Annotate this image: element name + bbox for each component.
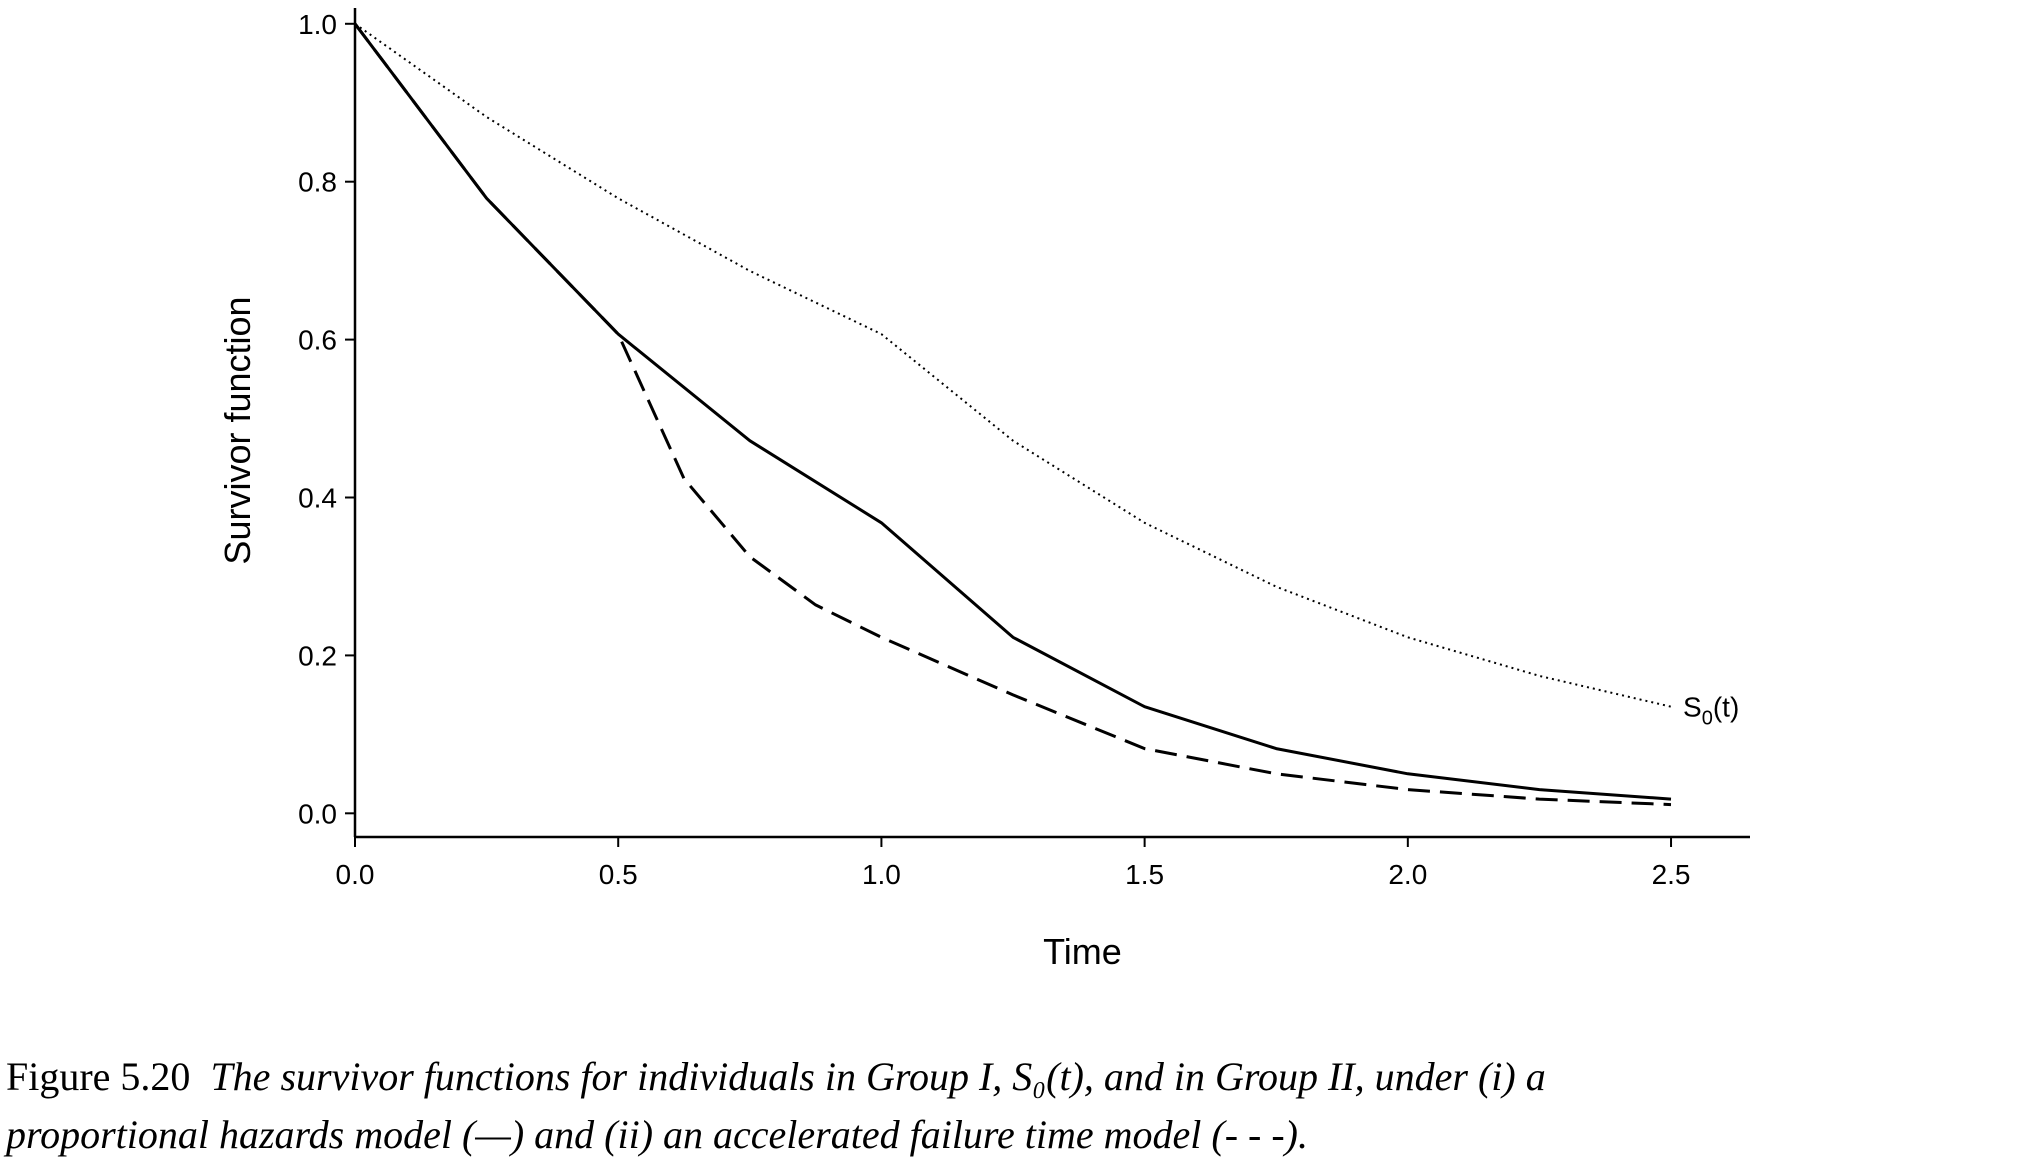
series-line-dotted xyxy=(354,22,1672,708)
caption-line-2: proportional hazards model (—) and (ii) … xyxy=(6,1112,1308,1157)
series-line-solid xyxy=(353,22,1672,801)
figure-caption: Figure 5.20 The survivor functions for i… xyxy=(6,1048,2012,1164)
y-tick-label: 0.4 xyxy=(298,483,337,514)
x-tick-label: 0.5 xyxy=(599,859,638,890)
axes: 0.0 0.5 1.0 1.5 2.0 2.5 0.0 0.2 0.4 0.6 0.8 1.0 xyxy=(298,8,1750,890)
y-tick-label: 0.0 xyxy=(298,798,337,829)
x-tick-label: 0.0 xyxy=(336,859,375,890)
y-tick-label: 1.0 xyxy=(298,9,337,40)
x-tick-label: 1.5 xyxy=(1125,859,1164,890)
y-tick-label: 0.8 xyxy=(298,167,337,198)
x-tick-label: 2.5 xyxy=(1652,859,1691,890)
series-label-s0: S0(t) xyxy=(1683,692,1739,730)
caption-line-1: The survivor functions for individuals i… xyxy=(210,1054,1546,1099)
x-tick-label: 2.0 xyxy=(1388,859,1427,890)
x-tick-label: 1.0 xyxy=(862,859,901,890)
figure-number: Figure 5.20 xyxy=(6,1054,191,1099)
y-tick-label: 0.2 xyxy=(298,640,337,671)
x-axis-title: Time xyxy=(1043,931,1122,972)
series-lines xyxy=(353,22,1672,807)
y-tick-label: 0.6 xyxy=(298,325,337,356)
survivor-function-chart: 0.0 0.5 1.0 1.5 2.0 2.5 0.0 0.2 0.4 0.6 0.8 1.0 S0(… xyxy=(217,8,1750,972)
y-axis-title: Survivor function xyxy=(217,296,258,564)
series-line-dashed xyxy=(353,22,1672,807)
series-labels: S0(t) xyxy=(1683,692,1739,730)
